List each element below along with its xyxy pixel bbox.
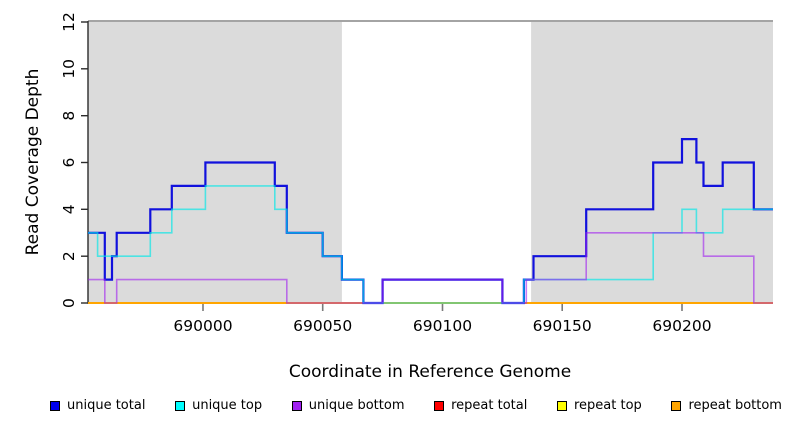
legend-swatch-icon xyxy=(671,400,682,411)
legend-swatch-icon xyxy=(175,400,186,411)
x-axis-title: Coordinate in Reference Genome xyxy=(289,362,571,382)
legend-item-label: unique top xyxy=(192,398,263,413)
y-tick-label: 4 xyxy=(60,204,78,214)
legend-item-label: unique bottom xyxy=(308,398,405,413)
legend-item-repeat-bottom: repeat bottom xyxy=(671,398,782,413)
legend-item-label: repeat bottom xyxy=(688,398,782,413)
legend-swatch-icon xyxy=(291,400,302,411)
legend-swatch-icon xyxy=(557,400,567,411)
legend: unique total unique top unique bottom repea… xyxy=(50,398,782,413)
y-tick-label: 6 xyxy=(60,158,78,168)
y-axis-title: Read Coverage Depth xyxy=(23,69,43,256)
y-tick-label: 8 xyxy=(60,111,78,121)
legend-item-unique-bottom: unique bottom xyxy=(291,398,405,413)
series-line-unique-bottom xyxy=(88,232,773,304)
legend-item-repeat-top: repeat top xyxy=(557,398,642,413)
legend-swatch-icon xyxy=(50,400,60,411)
legend-item-repeat-total: repeat total xyxy=(434,398,527,413)
legend-item-label: repeat total xyxy=(451,398,528,413)
legend-item-unique-top: unique top xyxy=(175,398,262,413)
x-tick-label: 690200 xyxy=(652,317,711,335)
legend-item-unique-total: unique total xyxy=(50,398,145,413)
y-tick-label: 0 xyxy=(60,298,78,308)
y-tick-label: 10 xyxy=(60,59,78,79)
legend-item-label: unique total xyxy=(67,398,146,413)
series-line-unique-top xyxy=(88,185,773,304)
x-tick-label: 690000 xyxy=(173,317,232,335)
x-tick-label: 690150 xyxy=(533,317,592,335)
legend-swatch-icon xyxy=(434,400,445,411)
y-tick-label: 2 xyxy=(60,251,78,261)
x-tick-label: 690100 xyxy=(413,317,472,335)
y-tick-label: 12 xyxy=(60,12,78,32)
legend-item-label: repeat top xyxy=(574,398,642,413)
x-tick-label: 690050 xyxy=(293,317,352,335)
